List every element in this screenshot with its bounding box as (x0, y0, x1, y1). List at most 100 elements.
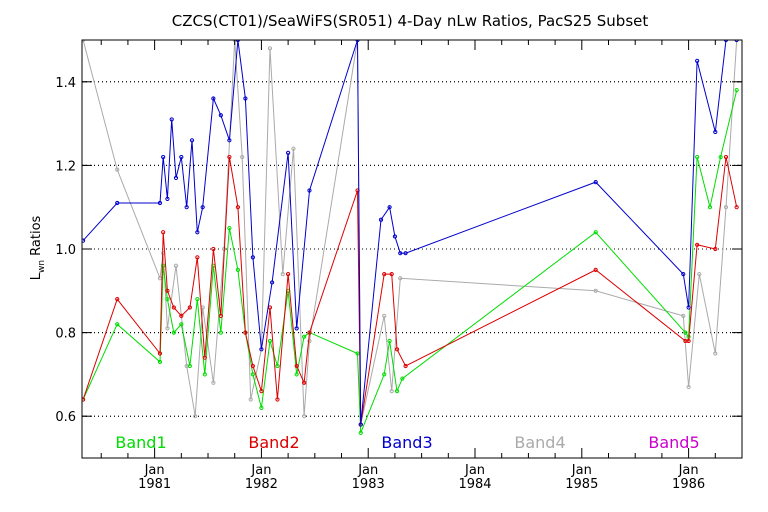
x-tick-month: Jan (464, 463, 485, 478)
series-point-band1 (161, 263, 166, 268)
series-point-band2 (187, 305, 192, 310)
series-point-band4 (713, 351, 718, 356)
y-axis-label-sub: wn (37, 260, 47, 273)
series-point-band2 (307, 330, 312, 335)
series-point-band3 (250, 255, 255, 260)
series-point-band3 (82, 238, 86, 243)
series-point-band3 (243, 96, 248, 101)
series-point-band4 (389, 389, 394, 394)
series-point-band1 (235, 267, 241, 272)
y-tick-label: 0.8 (55, 327, 76, 342)
chart-title: CZCS(CT01)/SeaWiFS(SR051) 4-Day nLw Rati… (172, 12, 649, 30)
series-point-band2 (157, 351, 163, 356)
series-point-band3 (307, 188, 312, 193)
series-point-band1 (195, 297, 200, 302)
legend-band3: Band3 (381, 433, 432, 452)
series-point-band1 (179, 322, 184, 327)
series-point-band3 (179, 154, 184, 160)
series-point-band3 (211, 96, 216, 101)
series-point-band1 (187, 363, 192, 369)
series-point-band3 (200, 205, 205, 210)
x-tick-year: 1984 (458, 477, 491, 492)
series-point-band1 (259, 405, 264, 410)
series-point-band1 (593, 230, 598, 235)
series-point-band3 (157, 200, 163, 206)
series-point-band1 (165, 297, 170, 302)
series-point-band3 (259, 347, 264, 352)
series-point-band2 (161, 230, 166, 235)
x-tick-year: 1986 (672, 477, 705, 492)
series-point-band1 (355, 351, 360, 356)
series-point-band3 (392, 234, 398, 239)
series-point-band2 (389, 271, 394, 277)
series-point-band4 (593, 288, 598, 293)
series-point-band1 (394, 389, 400, 394)
series-point-band1 (382, 372, 387, 377)
series-point-band4 (115, 167, 120, 172)
series-point-band3 (161, 154, 166, 160)
series-point-band4 (291, 146, 296, 151)
series-point-band1 (227, 226, 232, 231)
series-point-band2 (82, 397, 86, 402)
series-point-band1 (267, 338, 273, 344)
series-point-band3 (358, 422, 363, 427)
series-point-band2 (286, 271, 291, 277)
legend-band1: Band1 (115, 433, 166, 452)
series-point-band1 (202, 372, 207, 377)
y-tick-label: 1.4 (55, 76, 76, 91)
series-point-band2 (171, 305, 176, 310)
series-point-band2 (302, 380, 307, 385)
x-tick-month: Jan (678, 463, 699, 478)
series-point-band2 (250, 363, 255, 369)
x-tick-year: 1985 (565, 477, 598, 492)
y-axis-label-rest: Ratios (29, 215, 44, 260)
series-point-band1 (171, 330, 176, 335)
series-point-band3 (294, 326, 299, 331)
series-point-band1 (683, 330, 688, 335)
series-point-band4 (267, 46, 273, 51)
series-point-band4 (248, 397, 253, 402)
series-point-band3 (387, 205, 392, 210)
series-point-band2 (294, 363, 299, 369)
x-tick-year: 1983 (352, 477, 385, 492)
series-point-band2 (195, 255, 200, 260)
series-point-band3 (195, 230, 200, 235)
series-point-band3 (593, 180, 598, 185)
series-point-band2 (686, 338, 691, 344)
series-point-band3 (184, 205, 189, 210)
legend: Band1 Band2 Band3 Band4 Band5 (115, 433, 699, 452)
series-point-band2 (235, 205, 241, 210)
legend-band5: Band5 (648, 433, 699, 452)
series-point-band1 (358, 430, 363, 436)
series-point-band2 (713, 246, 718, 252)
series-point-band4 (697, 271, 702, 277)
series-point-band4 (240, 154, 245, 160)
series-point-band2 (403, 363, 408, 369)
x-tick-year: 1982 (245, 477, 278, 492)
series-point-band2 (202, 355, 207, 360)
y-axis-label: Lwn Ratios (29, 215, 47, 280)
series-point-band2 (723, 154, 729, 160)
series-point-band4 (302, 414, 307, 419)
series-point-band3 (269, 280, 275, 285)
series-point-band3 (115, 200, 120, 206)
series-point-band1 (734, 88, 739, 93)
series-point-band4 (307, 338, 312, 344)
series-point-band1 (275, 363, 280, 369)
series-point-band4 (723, 205, 729, 210)
series-point-band1 (302, 334, 307, 339)
series-point-band3 (713, 129, 718, 135)
series-point-band3 (227, 138, 232, 143)
series-point-band1 (400, 376, 405, 381)
series-point-band3 (218, 113, 223, 118)
series-point-band2 (695, 242, 700, 247)
y-tick-label: 1.2 (55, 159, 76, 174)
series-point-band3 (695, 58, 700, 64)
series-point-band3 (173, 175, 179, 181)
series-point-band2 (593, 267, 598, 272)
series-point-band1 (695, 154, 700, 160)
y-axis-label-main: L (29, 272, 44, 280)
series-point-band4 (686, 384, 691, 390)
